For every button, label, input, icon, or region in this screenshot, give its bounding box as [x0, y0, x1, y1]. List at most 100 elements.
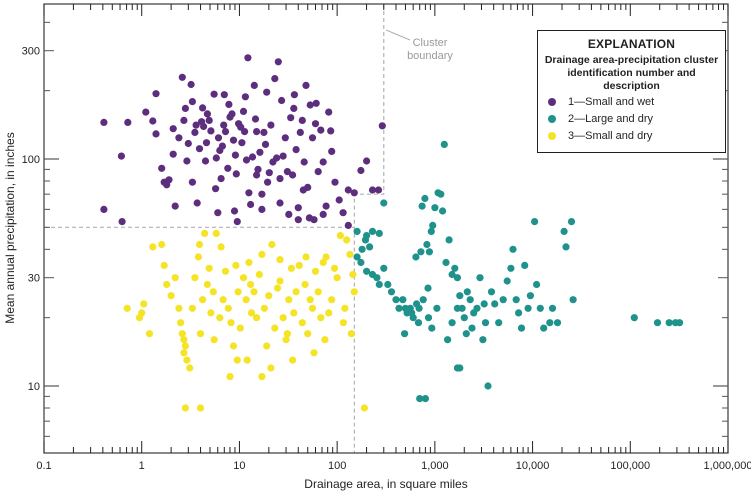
legend-label: 3—Small and dry	[568, 129, 653, 142]
data-point	[183, 157, 191, 165]
data-point	[230, 207, 239, 215]
data-point	[199, 296, 207, 304]
data-point	[152, 90, 160, 98]
data-point	[289, 171, 297, 179]
data-point	[212, 154, 220, 162]
data-point	[304, 330, 312, 338]
data-point	[124, 118, 132, 126]
data-point	[229, 342, 238, 350]
data-point	[499, 296, 507, 304]
data-point	[533, 280, 541, 289]
data-point	[117, 152, 125, 160]
data-point	[444, 336, 452, 344]
data-point	[214, 134, 223, 142]
data-point	[310, 349, 318, 357]
data-point	[428, 324, 436, 332]
y-tick-label: 10	[28, 381, 40, 393]
data-point	[233, 356, 241, 364]
data-point	[218, 142, 226, 150]
data-point	[258, 190, 266, 198]
data-point	[423, 240, 431, 249]
data-point	[330, 264, 339, 272]
data-point	[207, 309, 215, 317]
y-axis-ticks: 10 30 100 300	[22, 21, 728, 437]
data-point	[163, 280, 171, 289]
data-point	[333, 274, 341, 282]
data-point	[387, 288, 396, 296]
data-point	[221, 267, 230, 275]
data-point	[437, 190, 445, 198]
data-point	[456, 292, 464, 300]
data-point	[180, 336, 188, 344]
legend-item-cluster-3: 3—Small and dry	[548, 127, 725, 144]
data-point	[311, 267, 320, 275]
data-point	[191, 274, 199, 282]
data-point	[158, 240, 166, 249]
data-point	[201, 229, 209, 237]
series-3	[123, 229, 368, 412]
data-point	[192, 121, 200, 129]
data-point	[451, 264, 459, 272]
data-point	[491, 300, 499, 308]
data-point	[250, 288, 258, 296]
data-point	[248, 153, 257, 161]
data-point	[299, 186, 307, 194]
legend-title: EXPLANATION	[587, 37, 676, 51]
data-point	[431, 204, 439, 212]
data-point	[285, 210, 293, 218]
data-point	[205, 116, 213, 124]
x-tick-label: 100	[328, 460, 346, 472]
data-point	[473, 304, 481, 312]
data-point	[209, 288, 217, 296]
data-point	[292, 288, 300, 296]
data-point	[380, 199, 388, 207]
annotation-line2: boundary	[407, 50, 453, 62]
data-point	[305, 214, 313, 222]
data-point	[456, 364, 464, 372]
data-point	[322, 253, 330, 261]
data-point	[241, 93, 249, 101]
data-point	[241, 128, 249, 136]
data-point	[100, 118, 108, 126]
data-point	[429, 221, 437, 229]
data-point	[287, 114, 295, 122]
data-point	[311, 120, 320, 128]
data-point	[118, 218, 126, 226]
data-point	[195, 240, 204, 249]
data-point	[149, 243, 157, 251]
data-point	[181, 342, 189, 350]
data-point	[344, 221, 352, 229]
data-point	[273, 284, 282, 292]
data-point	[321, 336, 329, 344]
data-point	[261, 140, 270, 148]
data-point	[503, 277, 511, 285]
data-point	[531, 218, 539, 226]
data-point	[343, 236, 351, 244]
data-point	[169, 125, 177, 133]
data-point	[263, 88, 271, 96]
y-tick-label: 300	[22, 46, 40, 58]
x-axis-ticks: 0.1 1 10 100 1,000 10,000 100,000 1,000,000	[36, 4, 751, 472]
data-point	[368, 186, 377, 194]
data-point	[203, 280, 211, 289]
data-point	[380, 264, 388, 272]
data-point	[210, 90, 218, 98]
data-point	[181, 104, 189, 112]
data-point	[349, 270, 357, 279]
data-point	[243, 356, 251, 364]
data-point	[267, 121, 275, 129]
data-point	[419, 296, 427, 304]
data-point	[350, 288, 358, 296]
cluster-boundary-lines	[44, 4, 385, 453]
data-point	[417, 248, 425, 256]
data-point	[319, 158, 327, 166]
data-point	[244, 54, 252, 62]
data-point	[276, 256, 284, 264]
data-point	[260, 304, 268, 312]
data-point	[267, 364, 275, 372]
data-point	[569, 296, 577, 304]
y-tick-label: 30	[28, 273, 40, 285]
x-tick-label: 100,000	[610, 460, 650, 472]
data-point	[481, 319, 490, 327]
